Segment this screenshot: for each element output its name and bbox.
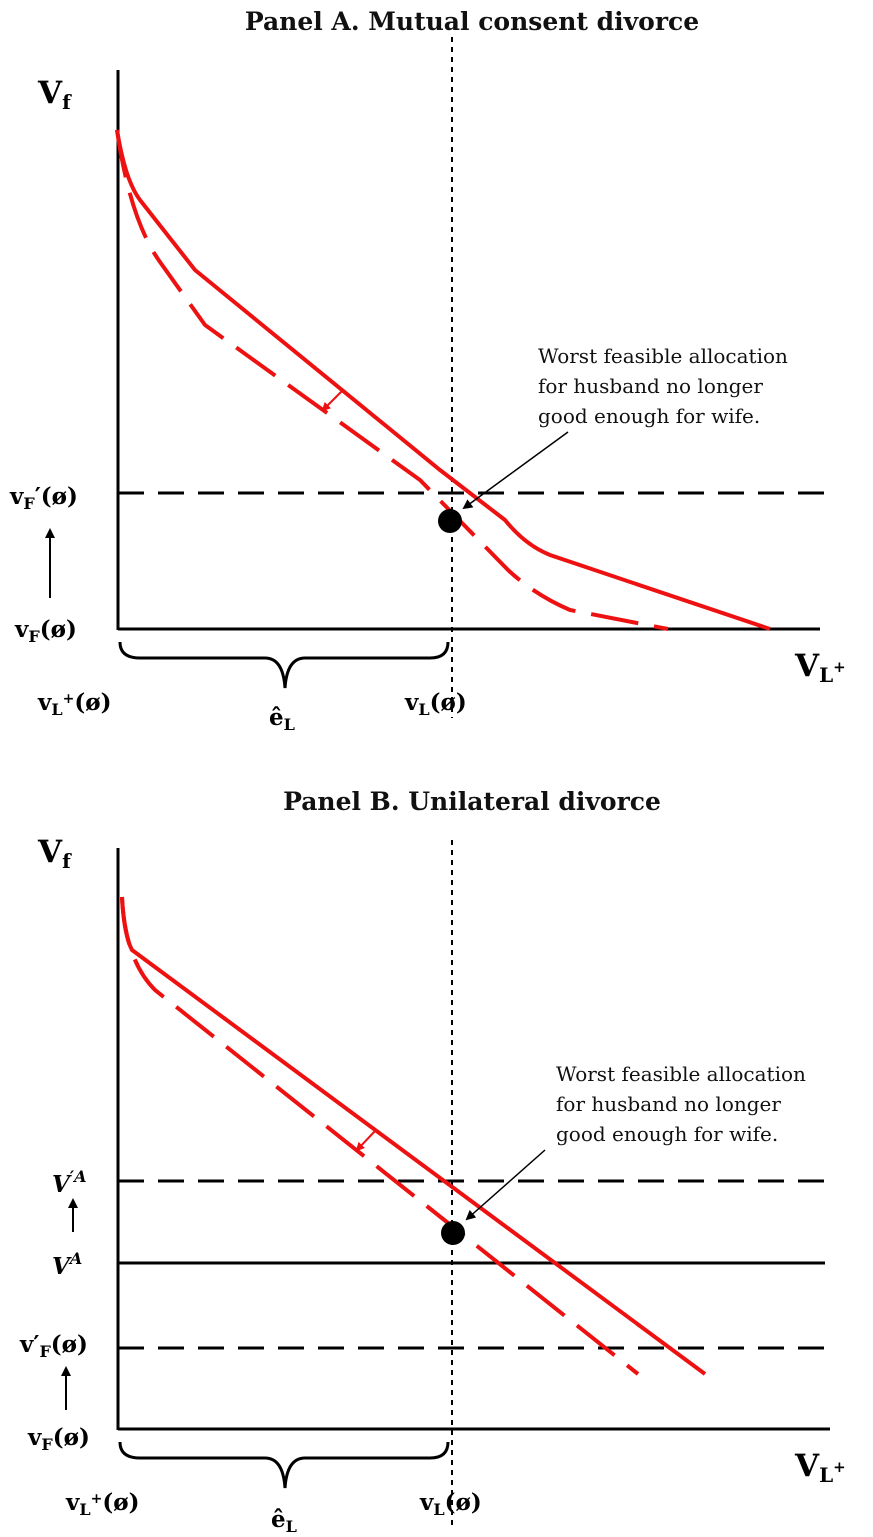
panel-b-vlplus-label: vL+(ø): [65, 1489, 139, 1519]
panel-b-annotation-line3: good enough for wife.: [556, 1122, 778, 1146]
panel-b-allocation-point: [441, 1221, 465, 1245]
panel-b-vl-label: vL(ø): [419, 1489, 482, 1519]
panel-a-annotation-arrow: [462, 431, 569, 510]
panel-b-ehat-label: êL: [271, 1506, 297, 1536]
panel-a-annotation-line1: Worst feasible allocation: [538, 344, 788, 368]
panel-b-annotation-arrow: [465, 1149, 546, 1221]
panel-a-vl-label: vL(ø): [404, 689, 467, 719]
panel-a-y-axis-label: Vf: [37, 75, 72, 114]
panel-b: Panel B. Unilateral divorce Vf VL+ Worst…: [19, 787, 846, 1536]
panel-b-brace: [118, 1441, 450, 1489]
panel-b-va-label: VA: [52, 1249, 82, 1280]
panel-a-brace: [118, 641, 450, 689]
panel-a-shift-arrow: [321, 389, 344, 412]
panel-a-allocation-point: [438, 509, 462, 533]
panel-b-vf-prime-label: v′F(ø): [19, 1331, 88, 1361]
panel-a-x-axis-label: VL+: [794, 648, 846, 687]
panel-b-annotation-line1: Worst feasible allocation: [556, 1062, 806, 1086]
panel-b-frontier-dashed: [120, 896, 640, 1376]
panel-b-vf-label: vF(ø): [27, 1424, 90, 1454]
panel-a-vf-label: vF(ø): [14, 616, 77, 646]
panel-a-vlplus-label: vL+(ø): [37, 689, 111, 719]
panel-a: Panel A. Mutual consent divorce Vf VL+ W…: [9, 7, 846, 734]
panel-b-vprimea-label: V′A: [52, 1167, 87, 1198]
panel-a-annotation-line3: good enough for wife.: [538, 404, 760, 428]
panel-a-annotation-line2: for husband no longer: [538, 374, 763, 398]
panel-a-ehat-label: êL: [269, 704, 295, 734]
panel-a-frontier-dashed: [115, 129, 669, 631]
panel-a-vf-prime-label: vF′(ø): [9, 483, 78, 513]
panel-a-title: Panel A. Mutual consent divorce: [245, 7, 699, 36]
panel-b-title: Panel B. Unilateral divorce: [283, 787, 661, 816]
panel-b-annotation-line2: for husband no longer: [556, 1092, 781, 1116]
panel-b-x-axis-label: VL+: [794, 1448, 846, 1487]
panel-b-shift-arrow: [355, 1129, 377, 1152]
panel-b-y-axis-label: Vf: [37, 834, 72, 873]
